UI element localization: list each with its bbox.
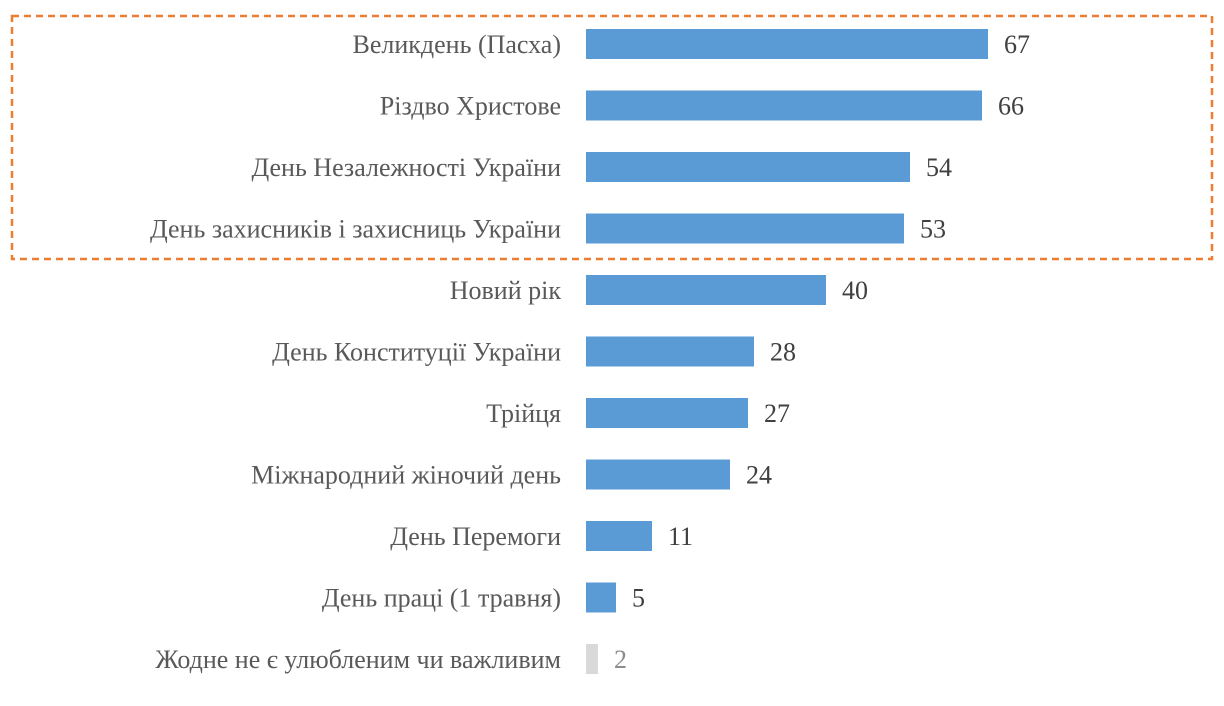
value-label: 2 <box>614 645 627 674</box>
bar <box>586 275 826 305</box>
bar <box>586 459 730 490</box>
category-label: Міжнародний жіночий день <box>251 461 561 490</box>
value-label: 54 <box>926 153 952 182</box>
value-label: 67 <box>1004 30 1030 59</box>
value-label: 27 <box>764 399 790 428</box>
value-label: 24 <box>746 461 772 490</box>
bars-group: Великдень (Пасха) 67 Різдво Христове 66 День… <box>150 29 1030 674</box>
value-label: 66 <box>998 92 1024 121</box>
bar <box>586 29 988 59</box>
category-label: День праці (1 травня) <box>322 584 561 613</box>
category-label: Різдво Христове <box>380 92 561 121</box>
value-label: 5 <box>632 584 645 613</box>
bar <box>586 90 982 121</box>
bar <box>586 213 904 244</box>
highlight-box <box>10 14 1214 261</box>
bar <box>586 644 598 674</box>
category-label: День Конституції України <box>272 338 561 367</box>
category-label: Новий рік <box>450 276 562 305</box>
value-label: 28 <box>770 338 796 367</box>
bar <box>586 582 616 613</box>
value-label: 53 <box>920 215 946 244</box>
bar <box>586 398 748 428</box>
bar <box>586 336 754 367</box>
category-label: День захисників і захисниць України <box>150 215 561 244</box>
category-label: Великдень (Пасха) <box>353 30 561 59</box>
bar <box>586 521 652 551</box>
category-label: День Перемоги <box>390 522 561 551</box>
bar <box>586 152 910 182</box>
category-label: День Незалежності України <box>251 153 561 182</box>
value-label: 11 <box>668 522 693 551</box>
category-label: Трійця <box>486 399 561 428</box>
category-label: Жодне не є улюбленим чи важливим <box>155 645 561 674</box>
value-label: 40 <box>842 276 868 305</box>
